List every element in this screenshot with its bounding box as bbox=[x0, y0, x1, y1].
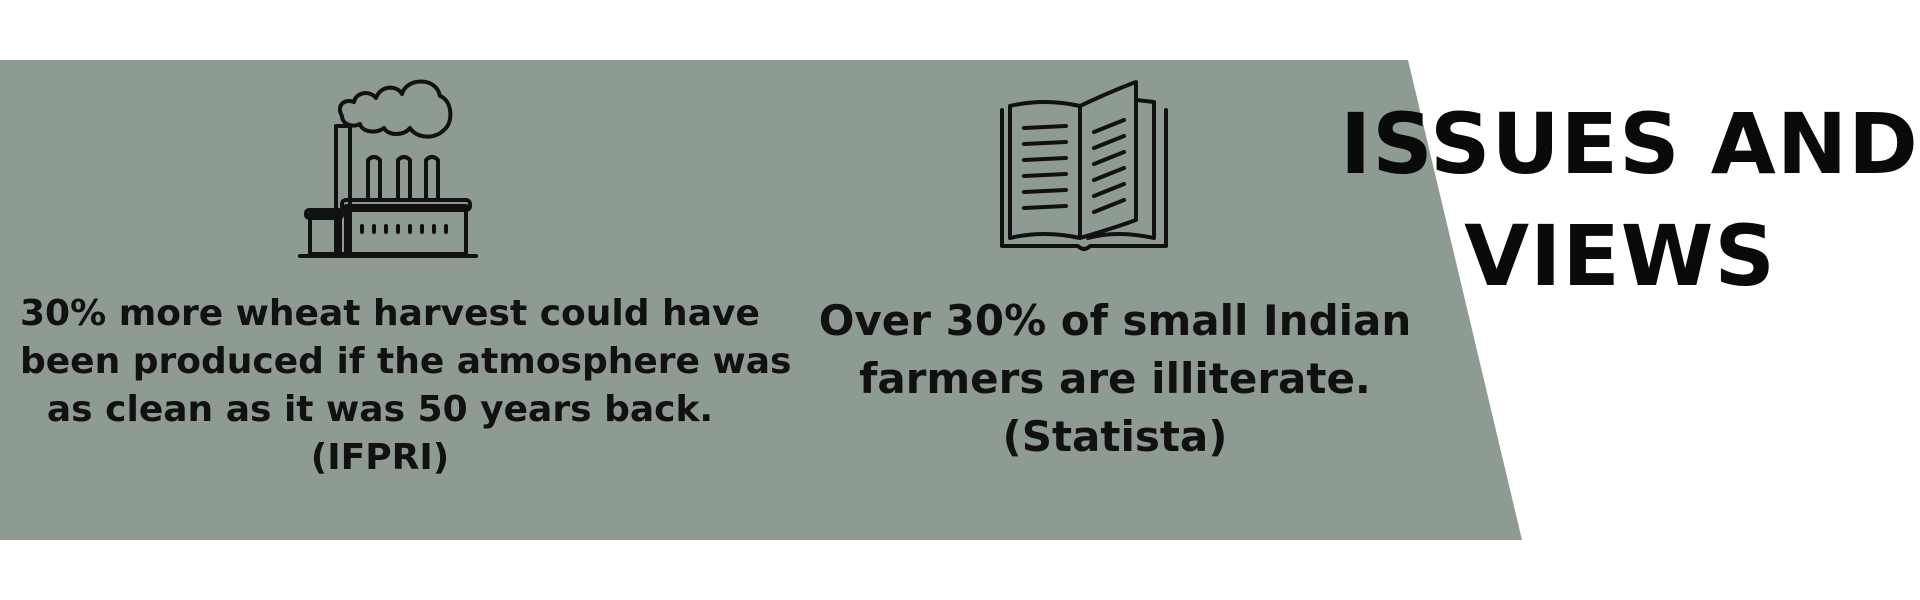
factory-icon bbox=[296, 74, 486, 268]
fact-line: 30% more wheat harvest could have bbox=[20, 293, 760, 334]
fact-line: been produced if the atmosphere was bbox=[20, 341, 792, 382]
fact-line: as clean as it was 50 years back. bbox=[46, 389, 714, 430]
fact-farmer-literacy: Over 30% of small Indian farmers are ill… bbox=[800, 292, 1430, 466]
fact-source: (IFPRI) bbox=[310, 437, 450, 478]
fact-source: (Statista) bbox=[1002, 412, 1228, 461]
title-line-2: VIEWS bbox=[1464, 207, 1776, 305]
fact-line: farmers are illiterate. bbox=[859, 354, 1371, 403]
title-line-1: ISSUES AND bbox=[1340, 95, 1919, 193]
book-icon bbox=[996, 80, 1172, 260]
fact-wheat-harvest: 30% more wheat harvest could have been p… bbox=[20, 290, 792, 482]
fact-line: Over 30% of small Indian bbox=[818, 296, 1412, 345]
page-title: ISSUES AND VIEWS bbox=[1340, 88, 1919, 312]
